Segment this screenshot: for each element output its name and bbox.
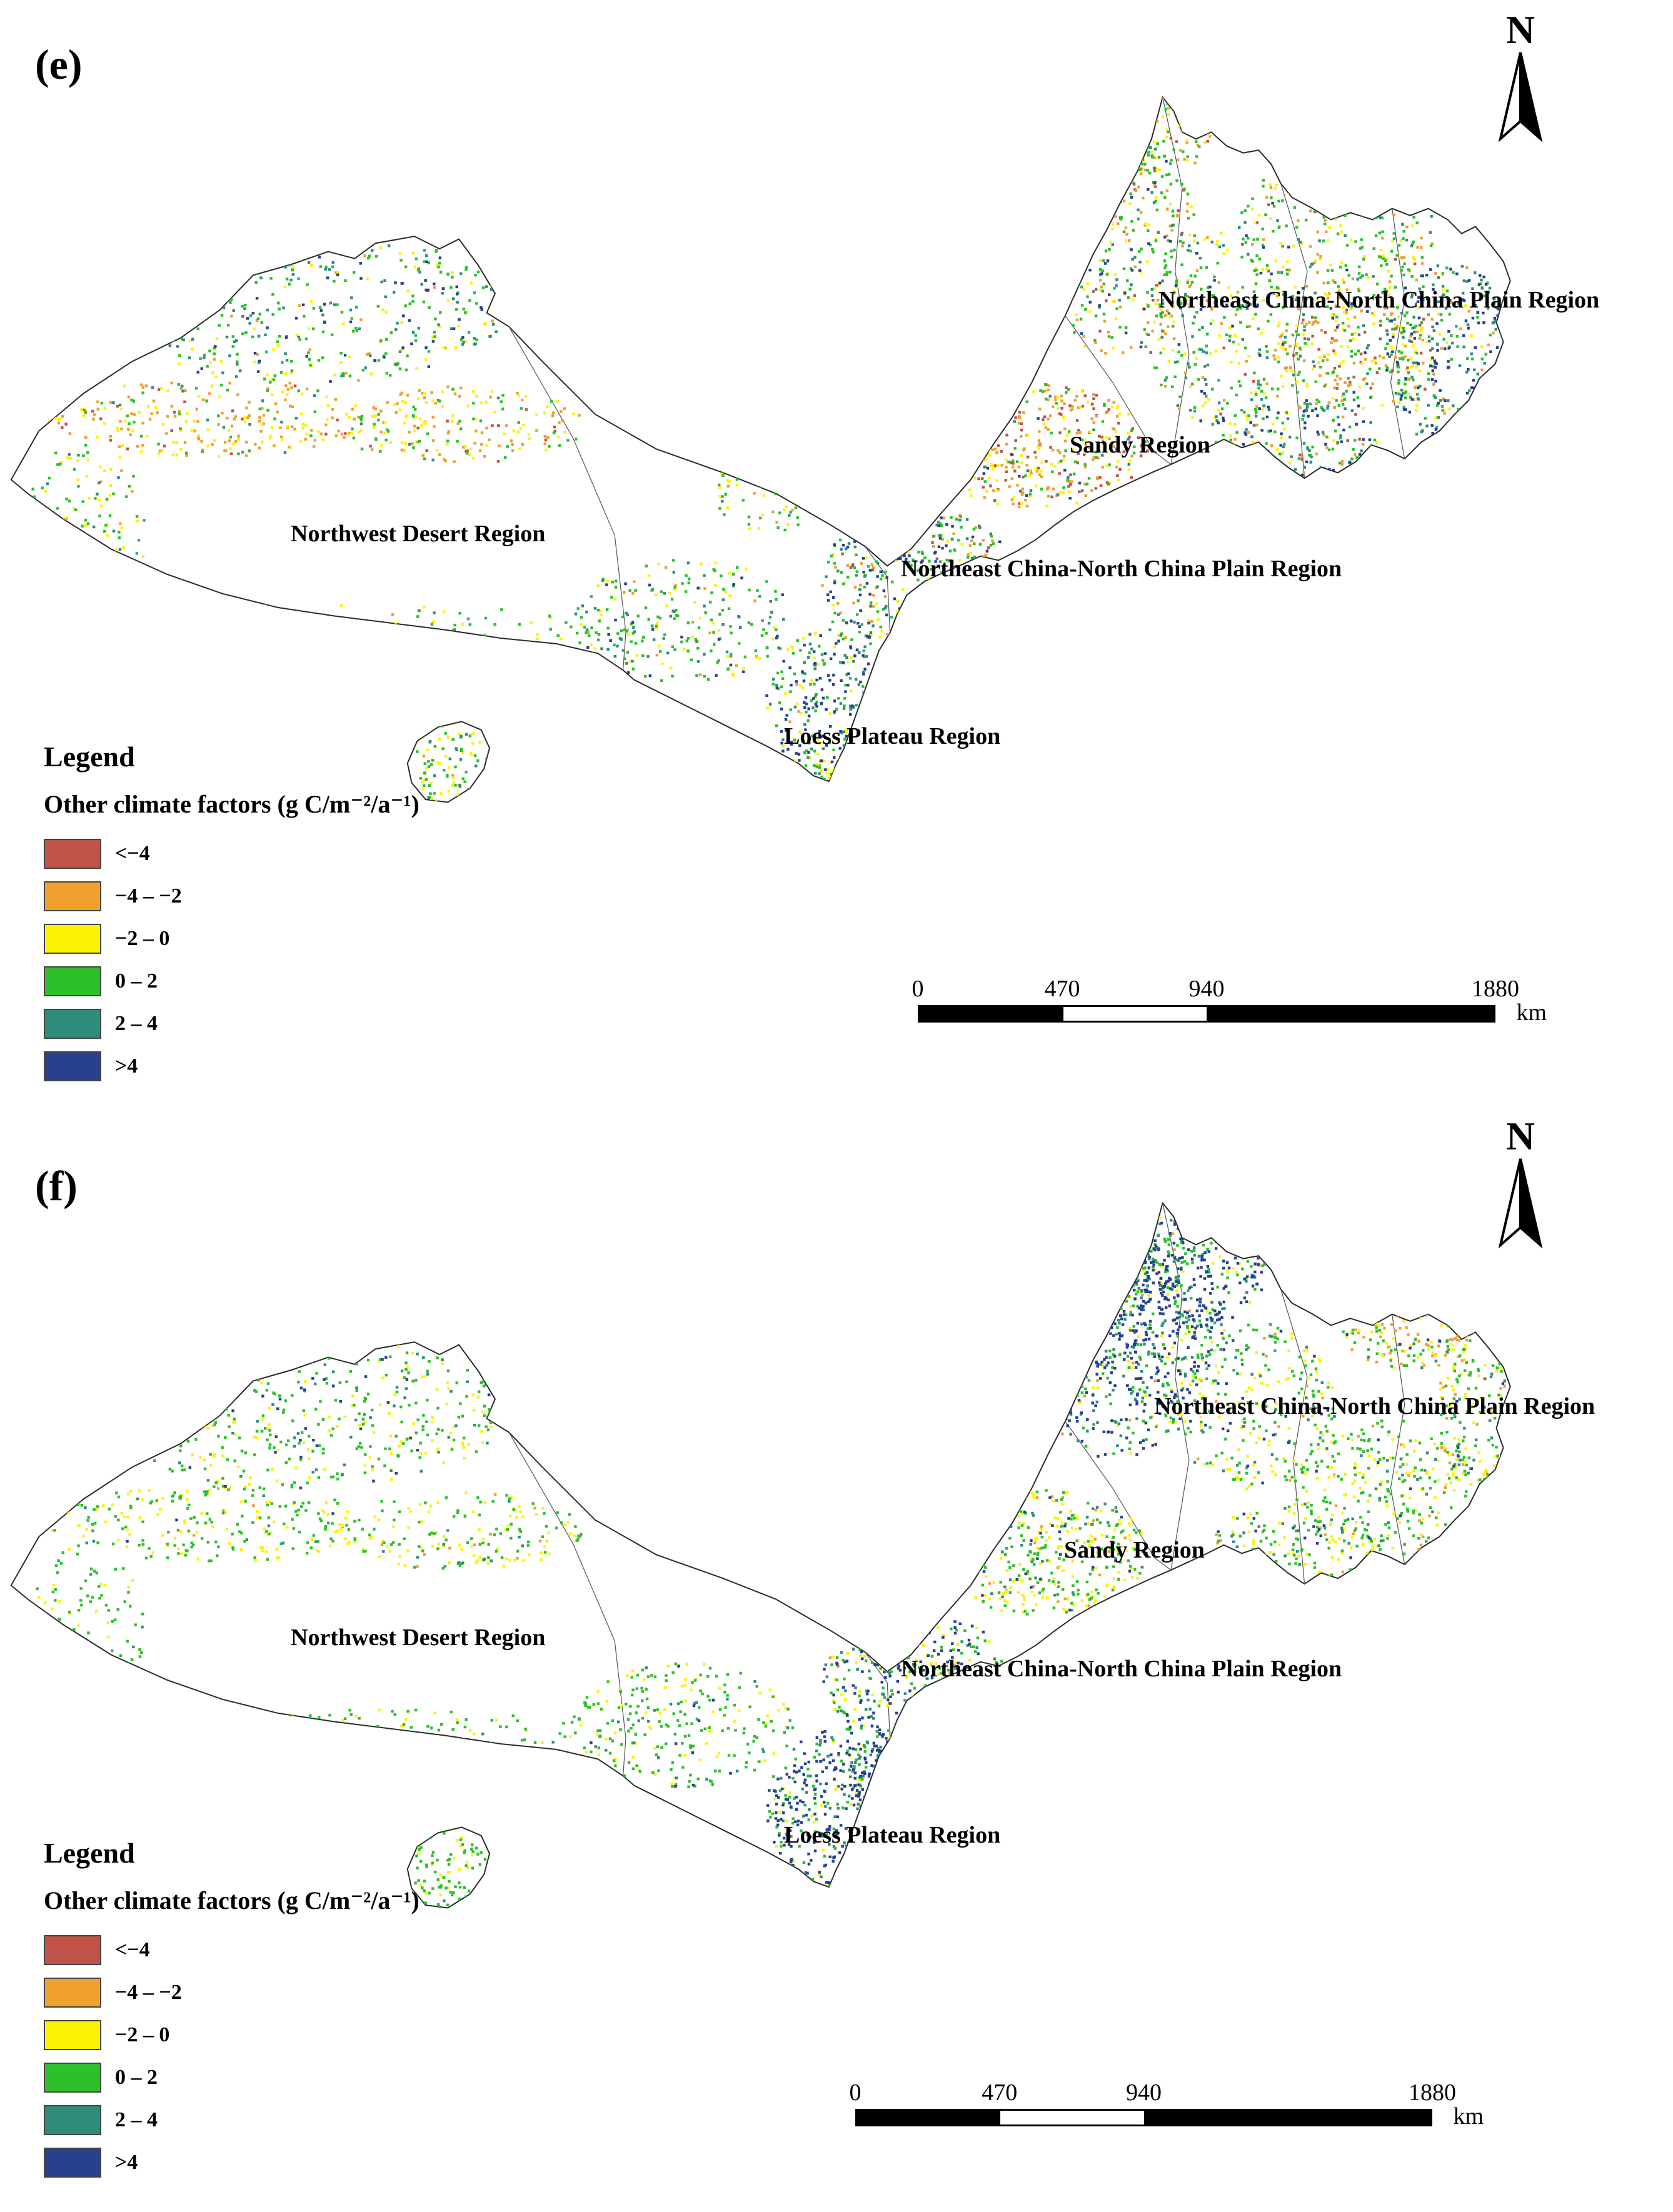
legend-swatch (44, 2105, 101, 2135)
legend-row: −4 – −2 (44, 875, 420, 918)
legend-swatch (44, 924, 101, 954)
legend-row: −2 – 0 (44, 918, 420, 960)
scalebar-tick: 1880 (1409, 2079, 1456, 2106)
legend-title: Legend (44, 1837, 135, 1869)
scalebar-tick: 0 (912, 976, 924, 1002)
north-arrow-icon (1498, 1158, 1543, 1249)
scalebar-tick: 940 (1188, 976, 1225, 1002)
scalebar-tick: 940 (1126, 2079, 1162, 2106)
north-label: N (1505, 1114, 1535, 1158)
legend-swatch (44, 1051, 101, 1081)
scalebar-tick: 0 (849, 2079, 862, 2106)
legend-swatch (44, 2063, 101, 2093)
legend-swatch (44, 1978, 101, 2008)
legend-subtitle: Other climate factors (g C/m⁻²/a⁻¹) (44, 1886, 420, 1914)
north-arrow: N (1485, 1116, 1555, 1253)
legend-row: <−4 (44, 1929, 420, 1971)
legend-swatch (44, 2148, 101, 2178)
legend-row: <−4 (44, 833, 420, 875)
scalebar-bar (918, 1005, 1495, 1023)
scalebar-unit: km (1453, 2103, 1484, 2129)
legend-row: 0 – 2 (44, 2056, 420, 2099)
scalebar-ticks: 0 470 940 1880 (850, 2079, 1457, 2109)
legend-swatch (44, 1935, 101, 1965)
province-borders (508, 1203, 1405, 1776)
legend-label: 2 – 4 (115, 2108, 158, 2131)
detached-region-outline (406, 1826, 491, 1909)
region-label-sandy: Sandy Region (1070, 432, 1210, 458)
legend-swatch (44, 1009, 101, 1039)
region-label-northeast-plain-top: Northeast China-North China Plain Region (1158, 287, 1600, 313)
region-label-northeast-plain-top: Northeast China-North China Plain Region (1154, 1393, 1595, 1419)
legend-label: >4 (115, 2151, 138, 2174)
scalebar-tick: 470 (982, 2079, 1018, 2106)
region-label-northeast-plain-mid: Northeast China-North China Plain Region (901, 556, 1342, 582)
scalebar: 0 470 940 1880 km (912, 975, 1547, 1026)
legend: Legend Other climate factors (g C/m⁻²/a⁻… (44, 1836, 420, 2184)
legend-subtitle: Other climate factors (g C/m⁻²/a⁻¹) (44, 790, 420, 818)
legend-label: −4 – −2 (115, 884, 182, 908)
legend-label: <−4 (115, 1938, 150, 1961)
legend-label: −2 – 0 (115, 927, 170, 950)
region-label-northeast-plain-mid: Northeast China-North China Plain Region (901, 1656, 1342, 1682)
region-label-loess-plateau: Loess Plateau Region (784, 723, 1001, 749)
legend-label: 0 – 2 (115, 969, 158, 993)
legend-label: −4 – −2 (115, 1981, 182, 2004)
legend-title: Legend (44, 741, 135, 773)
legend-swatch (44, 839, 101, 869)
legend-label: >4 (115, 1054, 138, 1078)
legend-row: >4 (44, 2141, 420, 2184)
legend-label: 2 – 4 (115, 1012, 158, 1035)
legend-label: −2 – 0 (115, 2023, 170, 2046)
legend-swatch (44, 2020, 101, 2050)
panel-label-f: (f) (35, 1162, 78, 1209)
legend-row: >4 (44, 1045, 420, 1088)
legend-row: 0 – 2 (44, 960, 420, 1003)
north-arrow: N (1485, 10, 1555, 147)
map-canvas-e (10, 96, 1511, 803)
legend-row: −4 – −2 (44, 1971, 420, 2014)
detached-region-outline (406, 721, 491, 803)
legend-swatch (44, 966, 101, 996)
scalebar-unit: km (1516, 999, 1547, 1026)
legend-row: 2 – 4 (44, 1003, 420, 1045)
scalebar: 0 470 940 1880 km (850, 2079, 1484, 2129)
legend-row: 2 – 4 (44, 2099, 420, 2141)
region-label-sandy: Sandy Region (1064, 1537, 1205, 1563)
legend-label: 0 – 2 (115, 2066, 158, 2089)
map-canvas-f (10, 1201, 1511, 1909)
scalebar-tick: 470 (1044, 976, 1080, 1002)
region-label-northwest-desert: Northwest Desert Region (291, 521, 546, 547)
legend-label: <−4 (115, 842, 150, 865)
region-label-northwest-desert: Northwest Desert Region (291, 1624, 546, 1651)
legend-row: −2 – 0 (44, 2014, 420, 2056)
scalebar-bar (855, 2109, 1432, 2126)
panel-e: (e) N Northeast China-North China Plain … (10, 10, 1600, 1088)
region-label-loess-plateau: Loess Plateau Region (784, 1822, 1001, 1848)
north-arrow-icon (1498, 52, 1543, 143)
scalebar-tick: 1880 (1472, 976, 1519, 1002)
scalebar-ticks: 0 470 940 1880 (912, 975, 1520, 1005)
north-label: N (1505, 8, 1535, 52)
panel-label-e: (e) (35, 41, 83, 88)
legend: Legend Other climate factors (g C/m⁻²/a⁻… (44, 740, 420, 1088)
legend-swatch (44, 881, 101, 911)
